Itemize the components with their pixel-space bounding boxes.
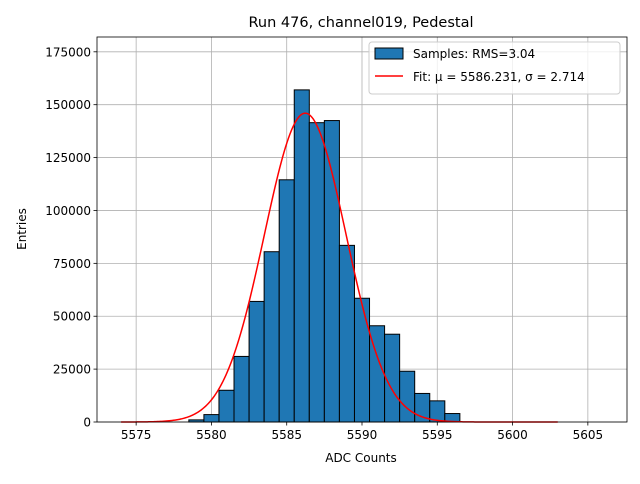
histogram-bar <box>308 122 325 423</box>
histogram-bars <box>188 89 461 423</box>
y-axis-ticks: 0 25000 50000 75000 100000 125000 150000 175000 <box>45 45 97 430</box>
histogram-bar <box>293 89 310 423</box>
legend-box <box>368 41 621 95</box>
y-tick-label: 100000 <box>45 204 91 218</box>
y-tick-label: 125000 <box>45 151 91 165</box>
y-tick-label: 150000 <box>45 98 91 112</box>
x-tick-label: 5580 <box>196 428 227 442</box>
histogram-bar <box>399 370 416 423</box>
legend-fit-label: Fit: μ = 5586.231, σ = 2.714 <box>413 70 585 84</box>
histogram-bar <box>263 251 280 423</box>
histogram-bar <box>203 414 220 423</box>
histogram-bar <box>338 244 355 423</box>
histogram-bar <box>323 120 340 423</box>
x-tick-label: 5575 <box>121 428 152 442</box>
histogram-bar <box>218 389 235 423</box>
histogram-bar <box>248 300 265 423</box>
legend-histogram-swatch <box>374 47 404 60</box>
y-tick-label: 75000 <box>53 257 91 271</box>
legend-histogram-label: Samples: RMS=3.04 <box>413 47 535 61</box>
x-tick-label: 5605 <box>573 428 604 442</box>
histogram-bar <box>278 179 295 423</box>
x-tick-label: 5595 <box>422 428 453 442</box>
x-axis-ticks: 5575 5580 5585 5590 5595 5600 5605 <box>121 422 603 442</box>
chart-title: Run 476, channel019, Pedestal <box>248 15 473 31</box>
y-tick-label: 25000 <box>53 363 91 377</box>
histogram-bar <box>353 297 371 423</box>
y-tick-label: 50000 <box>53 310 91 324</box>
y-tick-label: 0 <box>83 416 91 430</box>
x-tick-label: 5590 <box>347 428 378 442</box>
y-tick-label: 175000 <box>45 45 91 59</box>
histogram-bar <box>233 355 250 423</box>
x-axis-label: ADC Counts <box>325 451 397 465</box>
histogram-bar <box>384 333 401 423</box>
legend: Samples: RMS=3.04 Fit: μ = 5586.231, σ =… <box>368 41 621 95</box>
y-axis-label: Entries <box>15 208 29 250</box>
x-tick-label: 5585 <box>271 428 302 442</box>
x-tick-label: 5600 <box>497 428 528 442</box>
